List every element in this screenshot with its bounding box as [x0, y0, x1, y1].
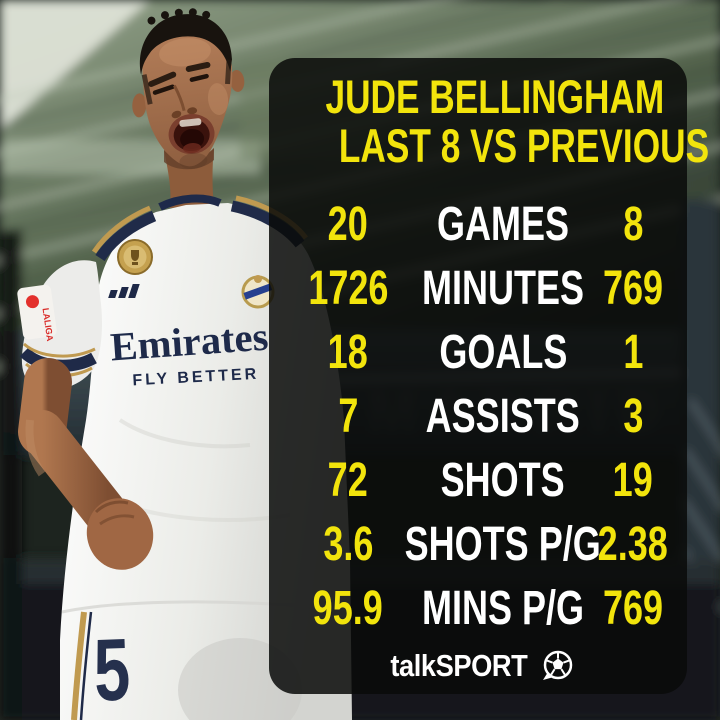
eyebrow-right: [185, 61, 211, 72]
laliga-patch-text: LALIGA: [41, 307, 56, 342]
stat-last-value: 769: [602, 581, 664, 635]
logo-talk: talk: [390, 648, 436, 683]
talksport-logo: talkSPORT: [269, 648, 687, 684]
stats-table: 20 GAMES 8 1726 MINUTES 769 18 GOALS 1 7…: [269, 192, 687, 640]
stat-row-minutes: 1726 MINUTES 769: [269, 256, 687, 320]
stat-row-mins-pg: 95.9 MINS P/G 769: [269, 576, 687, 640]
stats-panel: JUDE BELLINGHAM LAST 8 VS PREVIOUS 20 20…: [269, 58, 720, 694]
stat-row-goals: 18 GOALS 1: [269, 320, 687, 384]
stat-prev-value: 20: [327, 197, 369, 251]
adidas-logo: [108, 284, 140, 298]
jersey-collar: [158, 194, 222, 211]
talksport-wordmark: talkSPORT: [390, 648, 527, 684]
stat-last-value: 2.38: [597, 517, 669, 571]
eye-left: [152, 84, 175, 95]
laliga-patch: LALIGA: [17, 284, 57, 342]
logo-sport: SPORT: [435, 648, 528, 683]
fifa-champions-badge: [117, 239, 153, 275]
fist: [86, 498, 154, 570]
stat-prev-value: 18: [327, 325, 369, 379]
player-head: [132, 8, 245, 170]
stat-last-value: 1: [622, 325, 644, 379]
stat-prev-value: 1726: [307, 261, 389, 315]
player-hair: [139, 14, 232, 75]
eyebrow-left: [148, 71, 177, 87]
stat-label: ASSISTS: [425, 389, 581, 443]
football-icon: [542, 650, 573, 680]
sponsor-fly-better: FLY BETTER: [132, 366, 260, 390]
stat-label: MINS P/G: [421, 581, 585, 635]
stat-last-value: 3: [622, 389, 644, 443]
roof-light-wedge: [0, 0, 150, 130]
speech-bubble-tail: [542, 672, 552, 680]
stat-prev-value: 7: [337, 389, 359, 443]
sponsor-emirates: Emirates: [109, 314, 270, 370]
shorts-gold-stripe: [71, 611, 87, 720]
stat-prev-value: 3.6: [322, 517, 374, 571]
stat-label: SHOTS: [440, 453, 566, 507]
title-line-2: LAST 8 VS PREVIOUS 20: [338, 119, 720, 172]
stat-last-value: 769: [602, 261, 664, 315]
stat-row-assists: 7 ASSISTS 3: [269, 384, 687, 448]
stat-last-value: 8: [622, 197, 644, 251]
stat-label: MINUTES: [422, 261, 584, 315]
stat-prev-value: 72: [327, 453, 369, 507]
stat-prev-value: 95.9: [312, 581, 384, 635]
stat-row-shots: 72 SHOTS 19: [269, 448, 687, 512]
title-line-1: JUDE BELLINGHAM: [325, 70, 665, 123]
player-arm: [18, 358, 154, 570]
nose: [173, 84, 186, 112]
stat-row-shots-pg: 3.6 SHOTS P/G 2.38: [269, 512, 687, 576]
stat-label: GOALS: [439, 325, 568, 379]
stat-label: GAMES: [437, 197, 570, 251]
stat-row-games: 20 GAMES 8: [269, 192, 687, 256]
open-mouth: [168, 113, 215, 155]
eye-right: [189, 73, 209, 82]
panel-title: JUDE BELLINGHAM LAST 8 VS PREVIOUS 20: [269, 70, 720, 170]
stat-last-value: 19: [612, 453, 654, 507]
chin-stubble: [179, 152, 208, 170]
stat-label: SHOTS P/G: [404, 517, 602, 571]
shorts-number: 5: [92, 619, 131, 719]
